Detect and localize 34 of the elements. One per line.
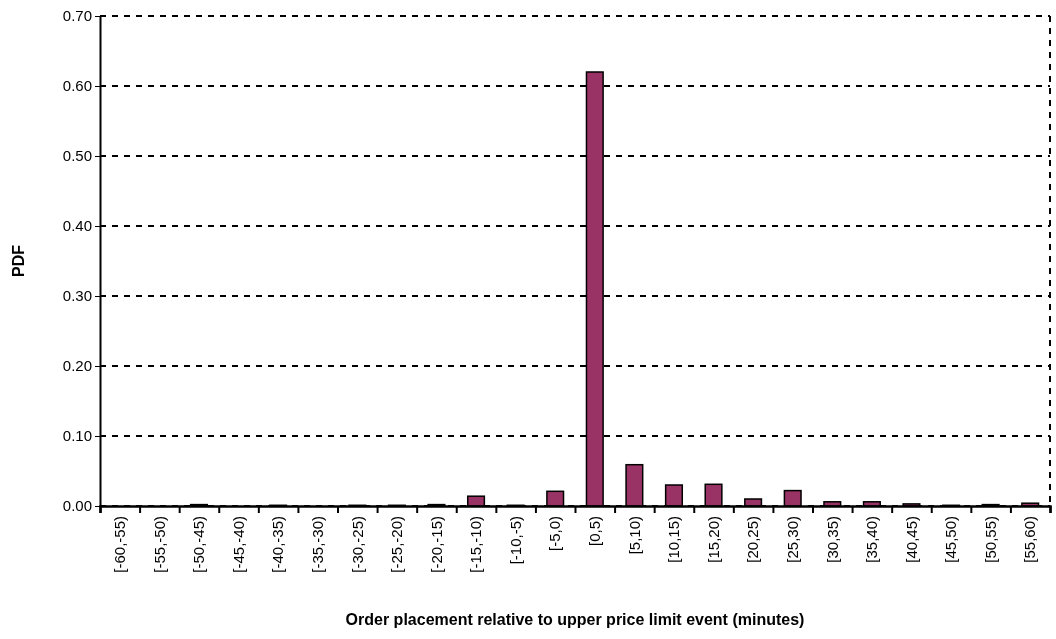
x-tick-label: [-60,-55)	[111, 516, 129, 573]
x-tick-label: [55,60)	[1021, 516, 1039, 563]
x-tick-label: [-55,-50)	[150, 516, 168, 573]
x-tick-label: [-50,-45)	[190, 516, 208, 573]
x-tick-label: [20,25)	[744, 516, 762, 563]
y-tick-label: 0.50	[62, 147, 92, 165]
x-tick-label: [-45,-40)	[229, 516, 247, 573]
x-tick-label: [25,30)	[783, 516, 801, 563]
x-tick-label: [-35,-30)	[308, 516, 326, 573]
y-tick-label: 0.00	[62, 497, 92, 515]
x-tick-label: [40,45)	[902, 516, 920, 563]
y-tick-label: 0.40	[62, 217, 92, 235]
y-tick-label: 0.30	[62, 287, 92, 305]
y-tick-label: 0.20	[62, 357, 92, 375]
x-tick-label: [50,55)	[981, 516, 999, 563]
x-tick-label: [35,40)	[863, 516, 881, 563]
x-tick-label: [-25,-20)	[388, 516, 406, 573]
x-tick-label: [10,15)	[665, 516, 683, 563]
x-tick-label: [0,5)	[586, 516, 604, 547]
x-tick-label: [-5,0)	[546, 516, 564, 552]
x-tick-label: [-10,-5)	[506, 516, 524, 565]
x-tick-label: [-40,-35)	[269, 516, 287, 573]
y-tick-label: 0.60	[62, 77, 92, 95]
x-axis-title: Order placement relative to upper price limit event (minutes)	[345, 611, 805, 628]
x-tick-label: [45,50)	[942, 516, 960, 563]
x-tick-label: [5,10)	[625, 516, 643, 555]
y-tick-label: 0.10	[62, 427, 92, 445]
x-tick-label: [30,35)	[823, 516, 841, 563]
x-tick-label: [-20,-15)	[427, 516, 445, 573]
y-axis-title: PDF	[10, 244, 27, 277]
x-tick-label: [-15,-10)	[467, 516, 485, 573]
y-tick-label: 0.70	[62, 7, 92, 25]
x-tick-label: [15,20)	[704, 516, 722, 563]
x-tick-label: [-30,-25)	[348, 516, 366, 573]
